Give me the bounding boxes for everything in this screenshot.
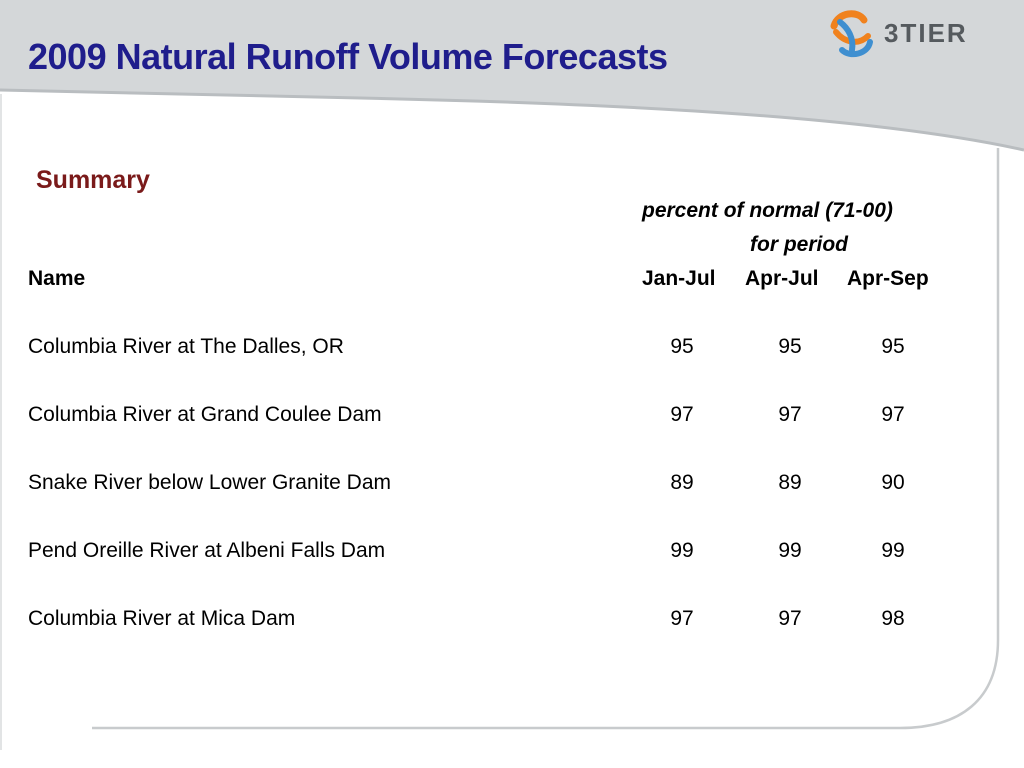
row-value-apr-sep: 98 — [881, 607, 905, 630]
row-name: Columbia River at The Dalles, OR — [28, 335, 344, 358]
subheader-line-2: for period — [750, 233, 848, 256]
logo-mark-icon — [830, 10, 873, 58]
row-value-apr-jul: 99 — [778, 539, 802, 562]
header-band — [0, 0, 1024, 150]
row-name: Snake River below Lower Granite Dam — [28, 471, 391, 494]
header-band-shadow — [0, 88, 1024, 152]
column-header-apr-sep: Apr-Sep — [847, 267, 929, 290]
content-border — [92, 148, 1000, 730]
row-name: Pend Oreille River at Albeni Falls Dam — [28, 539, 386, 562]
slide-title: 2009 Natural Runoff Volume Forecasts — [28, 36, 668, 77]
row-value-apr-jul: 97 — [778, 607, 802, 630]
row-value-apr-sep: 99 — [881, 539, 905, 562]
row-value-apr-jul: 95 — [778, 335, 802, 358]
column-header-apr-jul: Apr-Jul — [745, 267, 819, 290]
row-value-apr-sep: 95 — [881, 335, 905, 358]
row-value-apr-sep: 90 — [881, 471, 905, 494]
subheader-line-1: percent of normal (71-00) — [642, 199, 893, 222]
row-value-jan-jul: 95 — [670, 335, 694, 358]
section-heading: Summary — [36, 166, 150, 194]
column-header-jan-jul: Jan-Jul — [642, 267, 716, 290]
row-value-jan-jul: 89 — [670, 471, 694, 494]
row-value-jan-jul: 97 — [670, 403, 694, 426]
logo-wordmark: 3TIER — [884, 18, 968, 48]
row-value-apr-jul: 89 — [778, 471, 802, 494]
row-name: Columbia River at Mica Dam — [28, 607, 296, 630]
row-value-jan-jul: 99 — [670, 539, 694, 562]
company-logo: 3TIER — [824, 6, 1014, 62]
name-column-header: Name — [28, 267, 86, 290]
row-value-apr-sep: 97 — [881, 403, 905, 426]
row-value-apr-jul: 97 — [778, 403, 802, 426]
row-value-jan-jul: 97 — [670, 607, 694, 630]
row-name: Columbia River at Grand Coulee Dam — [28, 403, 382, 426]
